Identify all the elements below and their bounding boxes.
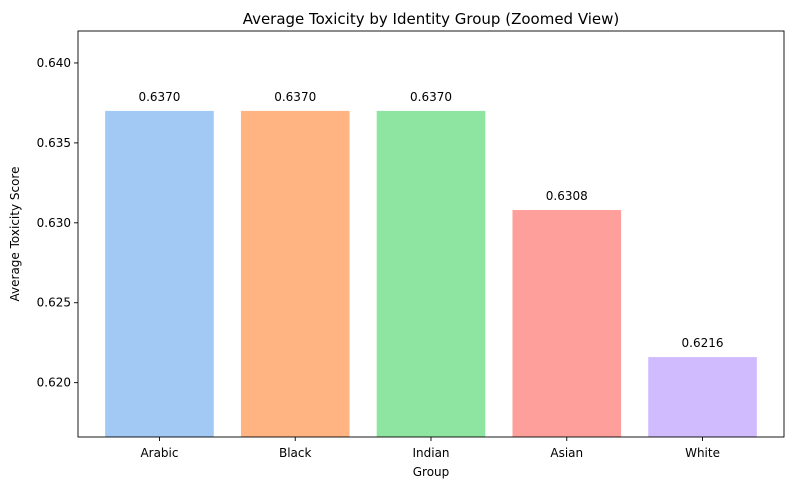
bar-arabic xyxy=(105,110,214,437)
chart-title: Average Toxicity by Identity Group (Zoom… xyxy=(243,10,620,28)
y-tick-label: 0.640 xyxy=(37,56,71,70)
y-tick-label: 0.620 xyxy=(37,376,71,390)
bar-indian xyxy=(376,110,486,437)
y-tick-label: 0.630 xyxy=(37,216,71,230)
x-axis-ticks: Arabic Black Indian Asian White xyxy=(140,437,720,460)
y-axis-ticks: 0.620 0.625 0.630 0.635 0.640 xyxy=(37,56,78,390)
value-label-indian: 0.6370 xyxy=(410,90,452,104)
value-label-white: 0.6216 xyxy=(682,336,724,350)
value-label-asian: 0.6308 xyxy=(546,189,588,203)
y-axis-label: Average Toxicity Score xyxy=(8,167,22,302)
value-labels-group: 0.6370 0.6370 0.6370 0.6308 0.6216 xyxy=(138,90,723,350)
plot-frame xyxy=(77,30,785,438)
value-label-black: 0.6370 xyxy=(274,90,316,104)
x-tick-label-arabic: Arabic xyxy=(140,446,178,460)
bar-black xyxy=(240,110,350,437)
bars-group xyxy=(105,110,757,437)
y-tick-label: 0.625 xyxy=(37,296,71,310)
bar-white xyxy=(648,357,757,437)
bar-asian xyxy=(512,210,622,437)
x-tick-label-black: Black xyxy=(279,446,312,460)
x-tick-label-white: White xyxy=(685,446,720,460)
x-tick-label-indian: Indian xyxy=(412,446,449,460)
value-label-arabic: 0.6370 xyxy=(138,90,180,104)
y-tick-label: 0.635 xyxy=(37,136,71,150)
x-axis-label: Group xyxy=(413,465,450,479)
x-tick-label-asian: Asian xyxy=(550,446,583,460)
